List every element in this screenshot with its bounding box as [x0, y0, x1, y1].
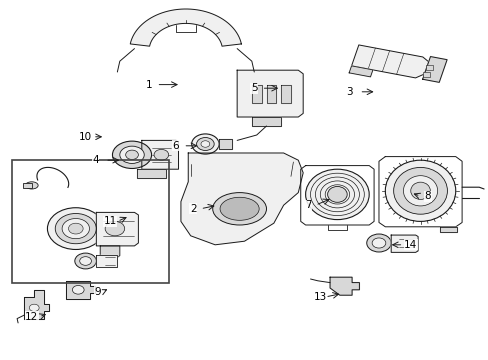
Ellipse shape: [201, 141, 209, 147]
Text: 11: 11: [103, 216, 117, 226]
Ellipse shape: [47, 208, 104, 249]
Bar: [23, 183, 32, 188]
Bar: [423, 72, 429, 77]
Ellipse shape: [25, 182, 38, 189]
Polygon shape: [348, 66, 372, 77]
Polygon shape: [66, 281, 95, 299]
Ellipse shape: [305, 169, 368, 220]
Text: 9: 9: [94, 287, 101, 297]
Ellipse shape: [393, 167, 447, 214]
Ellipse shape: [72, 285, 84, 294]
Text: 5: 5: [250, 83, 257, 93]
Polygon shape: [96, 212, 138, 246]
Text: 8: 8: [424, 191, 430, 201]
Text: 14: 14: [403, 240, 417, 250]
Bar: [12, 160, 168, 283]
Text: 6: 6: [172, 141, 179, 151]
Polygon shape: [219, 139, 232, 149]
Polygon shape: [142, 140, 178, 169]
Ellipse shape: [403, 176, 437, 206]
Ellipse shape: [80, 257, 91, 265]
Bar: [425, 65, 432, 70]
Polygon shape: [24, 290, 49, 319]
Polygon shape: [329, 277, 359, 295]
Ellipse shape: [112, 141, 151, 168]
Polygon shape: [251, 85, 261, 103]
Ellipse shape: [125, 150, 138, 159]
Ellipse shape: [62, 219, 89, 239]
Polygon shape: [422, 57, 446, 82]
Polygon shape: [439, 227, 456, 232]
Polygon shape: [181, 153, 303, 245]
Text: 1: 1: [145, 80, 152, 90]
Ellipse shape: [366, 234, 390, 252]
Text: 12: 12: [25, 312, 39, 322]
Ellipse shape: [385, 160, 455, 221]
Text: 2: 2: [189, 204, 196, 214]
Text: 13: 13: [313, 292, 326, 302]
Ellipse shape: [29, 304, 39, 311]
Polygon shape: [237, 70, 303, 117]
Polygon shape: [281, 85, 290, 103]
Ellipse shape: [154, 149, 168, 160]
Text: 3: 3: [346, 87, 352, 97]
Text: 4: 4: [92, 155, 99, 165]
Polygon shape: [130, 9, 241, 46]
Ellipse shape: [120, 146, 144, 163]
Polygon shape: [100, 246, 120, 261]
Ellipse shape: [220, 197, 259, 220]
Ellipse shape: [75, 253, 96, 269]
Ellipse shape: [105, 221, 124, 236]
Polygon shape: [96, 255, 117, 267]
Polygon shape: [266, 85, 276, 103]
Polygon shape: [351, 45, 428, 78]
Text: 10: 10: [79, 132, 92, 142]
Ellipse shape: [196, 138, 214, 150]
Ellipse shape: [55, 213, 96, 244]
Text: 7: 7: [304, 200, 311, 210]
Polygon shape: [251, 117, 281, 126]
Ellipse shape: [410, 182, 429, 199]
Polygon shape: [390, 235, 417, 252]
Polygon shape: [137, 169, 166, 178]
Ellipse shape: [191, 134, 219, 154]
Ellipse shape: [327, 186, 346, 202]
Ellipse shape: [68, 223, 83, 234]
Ellipse shape: [371, 238, 385, 248]
Ellipse shape: [212, 193, 266, 225]
